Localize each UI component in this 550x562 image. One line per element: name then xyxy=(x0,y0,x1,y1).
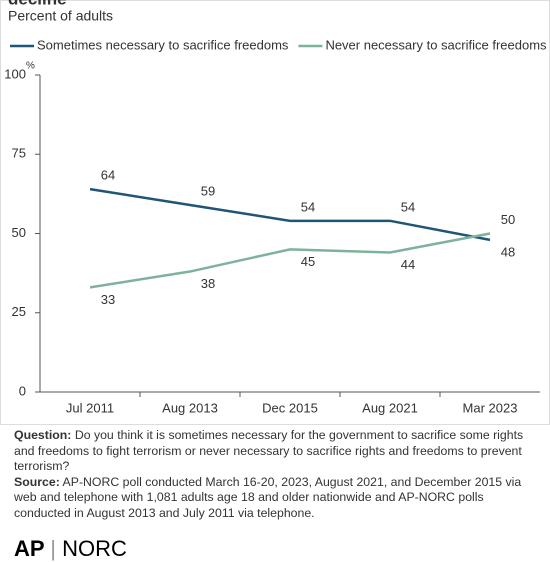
data-label: 50 xyxy=(501,212,515,227)
x-tick-label: Aug 2013 xyxy=(162,400,218,415)
x-tick-label: Aug 2021 xyxy=(362,400,418,415)
legend-label: Never necessary to sacrifice freedoms xyxy=(325,37,547,52)
chart-title: decline xyxy=(8,0,67,8)
chart: decline Percent of adults % Sometimes ne… xyxy=(0,0,550,425)
question-text: Do you think it is sometimes necessary f… xyxy=(14,428,524,473)
chart-subtitle: Percent of adults xyxy=(8,8,113,24)
logos: AP | NORC xyxy=(14,536,127,561)
x-tick-label: Mar 2023 xyxy=(463,400,518,415)
y-tick-label: 75 xyxy=(12,146,26,161)
source-label: Source: xyxy=(14,474,60,489)
y-unit: % xyxy=(26,61,35,72)
series-line xyxy=(89,187,491,242)
legend-label: Sometimes necessary to sacrifice freedom… xyxy=(37,37,289,52)
data-label: 33 xyxy=(101,292,115,307)
question: Question: Do you think it is sometimes n… xyxy=(14,428,538,475)
x-tick-label: Jul 2011 xyxy=(66,400,114,415)
data-label: 45 xyxy=(301,254,315,269)
chart-frame xyxy=(0,0,550,425)
data-label: 54 xyxy=(401,199,415,214)
y-tick-label: 0 xyxy=(19,383,26,398)
y-tick-label: 25 xyxy=(12,304,26,319)
notes: Question: Do you think it is sometimes n… xyxy=(14,428,538,521)
data-label: 44 xyxy=(401,257,415,272)
data-label: 48 xyxy=(501,244,515,259)
source-text: AP-NORC poll conducted March 16-20, 2023… xyxy=(14,474,522,520)
data-label: 59 xyxy=(201,183,215,198)
series-line xyxy=(89,232,491,289)
data-label: 54 xyxy=(301,199,315,214)
ap-logo: AP xyxy=(14,536,45,561)
x-tick-label: Dec 2015 xyxy=(262,400,318,415)
question-label: Question: xyxy=(14,428,72,442)
source: Source: AP-NORC poll conducted March 16-… xyxy=(14,475,538,522)
data-label: 64 xyxy=(101,168,115,183)
y-tick-label: 100 xyxy=(4,66,26,81)
norc-logo: NORC xyxy=(62,536,127,561)
y-tick-label: 50 xyxy=(12,225,26,240)
data-label: 38 xyxy=(201,276,215,291)
